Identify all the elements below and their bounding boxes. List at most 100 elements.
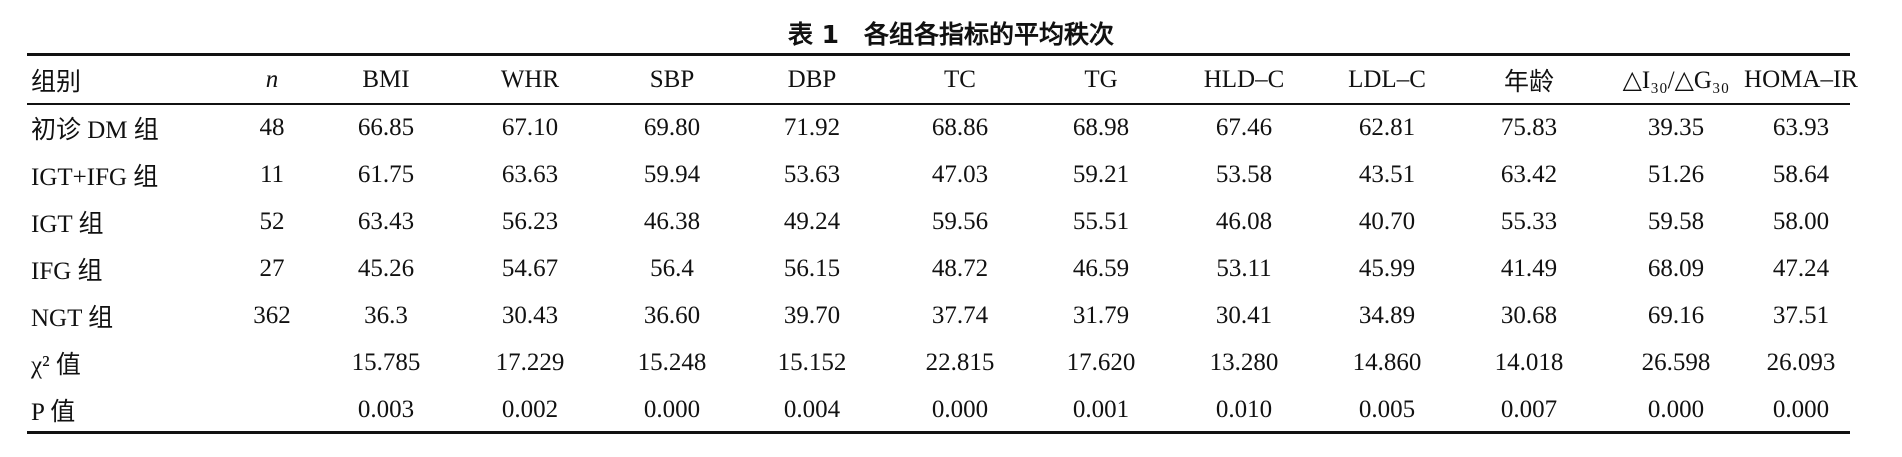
row-label: NGT 组: [31, 305, 114, 332]
table-cell: 48.72: [931, 255, 989, 282]
header-cell: DBP: [787, 66, 837, 93]
table-cell: 51.26: [1647, 161, 1705, 188]
table-cell: 43.51: [1358, 161, 1416, 188]
table-cell: 13.280: [1209, 349, 1279, 376]
table-cell: 39.35: [1647, 114, 1705, 141]
row-label: IGT+IFG 组: [31, 164, 159, 191]
bottom-rule: [27, 431, 1850, 434]
table-cell: 14.860: [1352, 349, 1422, 376]
table-cell: 0.002: [501, 396, 559, 423]
table-cell: 68.86: [931, 114, 989, 141]
table-cell: 75.83: [1500, 114, 1558, 141]
table-cell: 69.80: [643, 114, 701, 141]
table-cell: 26.093: [1766, 349, 1836, 376]
table-cell: 0.010: [1215, 396, 1273, 423]
header-cell: △I₃₀/△G₃₀: [1622, 67, 1730, 94]
table-cell: 62.81: [1358, 114, 1416, 141]
table-cell: 67.46: [1215, 114, 1273, 141]
table-cell: 55.51: [1072, 208, 1130, 235]
row-label: IFG 组: [31, 258, 103, 285]
top-rule: [27, 53, 1850, 56]
table-cell: 34.89: [1358, 302, 1416, 329]
table-cell: 46.38: [643, 208, 701, 235]
row-label: 初诊 DM 组: [31, 117, 159, 144]
table-cell: 0.000: [1647, 396, 1705, 423]
header-cell: LDL–C: [1348, 66, 1426, 93]
table-cell: 58.00: [1772, 208, 1830, 235]
table-cell: 56.23: [501, 208, 559, 235]
table-cell: 40.70: [1358, 208, 1416, 235]
table-cell: 68.98: [1072, 114, 1130, 141]
row-label: P 值: [31, 399, 76, 426]
table-cell: 47.24: [1772, 255, 1830, 282]
table-cell: 11: [259, 161, 285, 188]
table-cell: 53.11: [1216, 255, 1272, 282]
table-cell: 41.49: [1500, 255, 1558, 282]
table-cell: 362: [253, 302, 291, 329]
table-cell: 45.99: [1358, 255, 1416, 282]
table-cell: 22.815: [925, 349, 995, 376]
table-cell: 0.000: [931, 396, 989, 423]
table-cell: 54.67: [501, 255, 559, 282]
table-cell: 36.60: [643, 302, 701, 329]
table-title: 表 1 各组各指标的平均秩次: [787, 20, 1115, 49]
header-cell: HLD–C: [1203, 66, 1285, 93]
table-cell: 69.16: [1647, 302, 1705, 329]
table-cell: 53.63: [783, 161, 841, 188]
header-cell: TC: [944, 66, 976, 93]
table-cell: 30.68: [1500, 302, 1558, 329]
table-cell: 26.598: [1641, 349, 1711, 376]
header-cell: n: [265, 66, 279, 93]
table-cell: 48: [259, 114, 285, 141]
table-cell: 37.74: [931, 302, 989, 329]
table-cell: 47.03: [931, 161, 989, 188]
table-cell: 59.94: [643, 161, 701, 188]
table-cell: 59.58: [1647, 208, 1705, 235]
table-cell: 30.43: [501, 302, 559, 329]
table-cell: 46.59: [1072, 255, 1130, 282]
table-cell: 67.10: [501, 114, 559, 141]
header-cell: 年龄: [1503, 69, 1555, 96]
row-label: χ² 值: [31, 352, 81, 379]
table-cell: 56.4: [650, 255, 694, 282]
table-cell: 0.003: [357, 396, 415, 423]
table-cell: 15.248: [637, 349, 707, 376]
table-cell: 15.152: [777, 349, 847, 376]
table-cell: 58.64: [1772, 161, 1830, 188]
table-cell: 0.000: [1772, 396, 1830, 423]
table-cell: 63.43: [357, 208, 415, 235]
table-cell: 71.92: [783, 114, 841, 141]
table-cell: 0.000: [643, 396, 701, 423]
row-label: IGT 组: [31, 211, 104, 238]
table-cell: 68.09: [1647, 255, 1705, 282]
table-cell: 56.15: [783, 255, 841, 282]
table-cell: 55.33: [1500, 208, 1558, 235]
header-rule: [27, 103, 1850, 105]
table-cell: 17.229: [495, 349, 565, 376]
table-cell: 0.007: [1500, 396, 1558, 423]
table-cell: 14.018: [1494, 349, 1564, 376]
table-cell: 45.26: [357, 255, 415, 282]
header-cell: TG: [1084, 66, 1118, 93]
table-cell: 63.42: [1500, 161, 1558, 188]
table-cell: 63.93: [1772, 114, 1830, 141]
table-cell: 49.24: [783, 208, 841, 235]
table-cell: 17.620: [1066, 349, 1136, 376]
table-cell: 0.004: [783, 396, 841, 423]
header-cell: SBP: [649, 66, 695, 93]
table-cell: 46.08: [1215, 208, 1273, 235]
table-cell: 66.85: [357, 114, 415, 141]
table-cell: 37.51: [1772, 302, 1830, 329]
table-cell: 63.63: [501, 161, 559, 188]
header-cell: BMI: [362, 66, 410, 93]
table-cell: 59.56: [931, 208, 989, 235]
table-cell: 36.3: [364, 302, 408, 329]
table-cell: 0.005: [1358, 396, 1416, 423]
table-cell: 30.41: [1215, 302, 1273, 329]
table-cell: 39.70: [783, 302, 841, 329]
table-cell: 61.75: [357, 161, 415, 188]
table-cell: 59.21: [1072, 161, 1130, 188]
table-cell: 53.58: [1215, 161, 1273, 188]
table-cell: 15.785: [351, 349, 421, 376]
